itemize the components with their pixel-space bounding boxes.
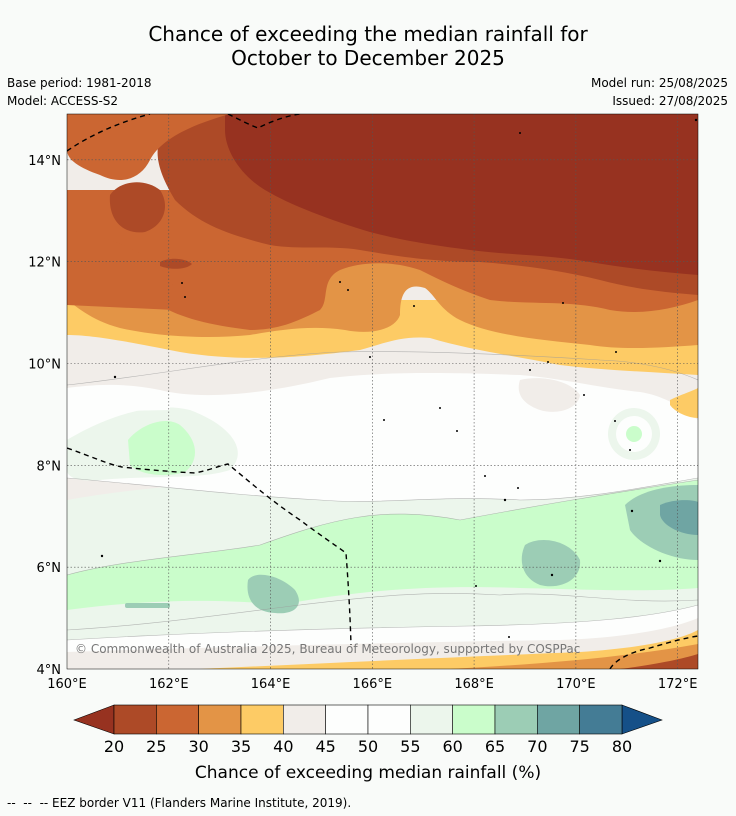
copyright-text: © Commonwealth of Australia 2025, Bureau…	[75, 642, 580, 656]
x-tick-label: 164°E	[251, 677, 291, 692]
x-tick-label: 168°E	[454, 677, 494, 692]
colorbar-tick-label: 35	[231, 737, 251, 756]
colorbar-tick-label: 80	[612, 737, 632, 756]
band-25-south	[620, 654, 698, 669]
colorbar-segment	[579, 704, 623, 735]
colorbar-high-arrow	[621, 704, 663, 735]
colorbar-segment	[452, 704, 496, 735]
patch-45-mid	[518, 378, 580, 412]
band-35-south	[450, 644, 698, 669]
colorbar-low-arrow	[73, 704, 115, 735]
contour-lines	[67, 351, 698, 641]
patch-65-east-core	[626, 426, 642, 442]
band-20-northeast	[225, 114, 698, 275]
colorbar-tick-label: 45	[315, 737, 335, 756]
patch-70-south-west	[247, 574, 299, 614]
patch-75-east	[660, 500, 698, 535]
colorbar-tick-labels: 20 25 30 35 40 45 50 55 60 65 70 75 80	[104, 737, 632, 756]
colorbar-segment	[198, 704, 242, 735]
colorbar-segment	[113, 704, 157, 735]
eez-border-north	[67, 114, 301, 152]
plot-border	[66, 113, 699, 670]
colorbar-tick-label: 75	[569, 737, 589, 756]
colorbar-segment	[325, 704, 369, 735]
y-axis-labels: 14°N 12°N 10°N 8°N 6°N 4°N	[28, 154, 61, 678]
title-line-2: October to December 2025	[231, 46, 505, 70]
meta-right: Model run: 25/08/2025 Issued: 27/08/2025	[591, 74, 728, 110]
model-name: Model: ACCESS-S2	[7, 94, 119, 108]
eez-border-southeast	[609, 635, 698, 669]
footnote: -- -- -- EEZ border V11 (Flanders Marine…	[7, 796, 352, 810]
x-tick-label: 170°E	[556, 677, 596, 692]
band-40-south	[200, 630, 698, 669]
colorbar-segment	[537, 704, 580, 735]
y-tick-label: 10°N	[28, 357, 61, 372]
colorbar-tick-label: 65	[485, 737, 505, 756]
y-tick-label: 6°N	[37, 561, 62, 576]
patch-40-east	[670, 388, 698, 418]
issued-date: Issued: 27/08/2025	[612, 94, 728, 108]
colorbar: 20 25 30 35 40 45 50 55 60 65 70 75 80 Chance of exc…	[73, 704, 663, 783]
y-tick-label: 8°N	[37, 459, 62, 474]
island-dots	[100, 118, 698, 638]
x-tick-label: 166°E	[353, 677, 393, 692]
patch-50-beige-hole	[67, 392, 170, 412]
colorbar-segment	[494, 704, 538, 735]
x-tick-label: 162°E	[149, 677, 189, 692]
colorbar-tick-label: 60	[442, 737, 462, 756]
y-tick-label: 12°N	[28, 256, 61, 271]
meta-left: Base period: 1981-2018 Model: ACCESS-S2	[7, 74, 152, 110]
colorbar-tick-label: 70	[527, 737, 547, 756]
colorbar-tick-label: 50	[358, 737, 378, 756]
colorbar-segment	[367, 704, 411, 735]
eez-border-center	[67, 447, 352, 646]
x-axis-labels: 160°E 162°E 164°E 166°E 168°E 170°E 172°E	[47, 677, 697, 692]
grid-lines	[67, 114, 698, 669]
patch-25-small	[160, 258, 192, 269]
y-tick-label: 4°N	[37, 663, 62, 678]
patch-70-south-mid	[521, 540, 581, 587]
title-line-1: Chance of exceeding the median rainfall …	[148, 22, 588, 46]
patch-65-west	[128, 420, 196, 476]
colorbar-tick-label: 40	[273, 737, 293, 756]
patch-70-thin	[125, 603, 170, 608]
colorbar-segment	[283, 704, 326, 735]
eez-borders	[67, 114, 698, 669]
x-tick-label: 160°E	[47, 677, 87, 692]
base-period: Base period: 1981-2018	[7, 76, 152, 90]
map-title: Chance of exceeding the median rainfall …	[0, 22, 736, 70]
patch-25-northwest	[109, 182, 165, 233]
colorbar-segment	[410, 704, 453, 735]
model-run: Model run: 25/08/2025	[590, 76, 728, 90]
colorbar-segment	[240, 704, 284, 735]
colorbar-tick-label: 30	[188, 737, 208, 756]
colorbar-segment	[156, 704, 199, 735]
colorbar-tick-label: 20	[104, 737, 124, 756]
colorbar-tick-label: 25	[146, 737, 166, 756]
map-area	[67, 114, 698, 669]
colorbar-segments	[113, 704, 623, 735]
x-tick-label: 172°E	[658, 677, 698, 692]
patch-30-west-mid	[67, 230, 177, 310]
patch-30-northwest	[67, 114, 230, 180]
colorbar-tick-label: 55	[400, 737, 420, 756]
colorbar-title: Chance of exceeding median rainfall (%)	[195, 763, 541, 783]
y-tick-label: 14°N	[28, 154, 61, 169]
